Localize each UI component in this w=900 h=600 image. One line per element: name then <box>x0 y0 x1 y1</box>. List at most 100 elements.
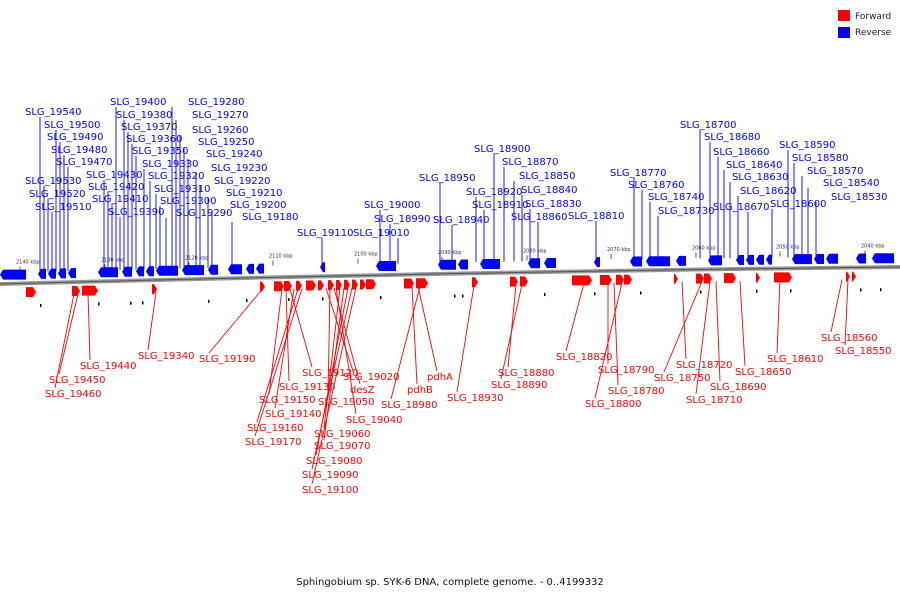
reverse-gene-slg-19260[interactable]: SLG_19260 <box>179 125 248 269</box>
reverse-gene-slg-18700[interactable]: SLG_18700 <box>680 120 736 259</box>
gene-leader-line <box>594 282 623 399</box>
forward-gene-arrow <box>616 274 624 285</box>
reverse-gene-slg-19330[interactable]: SLG_19330 <box>142 159 198 270</box>
reverse-gene-slg-19470[interactable]: SLG_19470 <box>56 157 112 272</box>
reverse-gene-slg-19480[interactable]: SLG_19480 <box>51 145 107 272</box>
forward-swatch <box>838 10 850 21</box>
reverse-gene-slg-18840[interactable]: SLG_18840 <box>521 185 577 262</box>
reverse-gene-slg-18810[interactable]: SLG_18810 <box>568 211 624 261</box>
forward-gene-slg-19450[interactable]: SLG_19450 <box>49 293 105 386</box>
gene-label: SLG_18640 <box>726 160 782 171</box>
reverse-gene-slg-18570[interactable]: SLG_18570 <box>801 166 863 258</box>
forward-gene-slg-18710[interactable]: SLG_18710 <box>686 281 742 406</box>
reverse-gene-slg-19010[interactable]: SLG_19010 <box>353 228 409 264</box>
reverse-gene-slg-19360[interactable]: SLG_19360 <box>126 134 182 270</box>
reverse-gene-slg-18770[interactable]: SLG_18770 <box>610 168 666 260</box>
reverse-gene-slg-18940[interactable]: SLG_18940 <box>433 215 489 263</box>
reverse-gene-slg-19530[interactable]: SLG_19530 <box>25 176 81 272</box>
forward-gene-slg-19160[interactable]: SLG_19160 <box>247 288 303 434</box>
forward-gene-slg-18560[interactable]: SLG_18560 <box>821 279 877 344</box>
forward-gene-slg-19340[interactable]: SLG_19340 <box>138 291 194 362</box>
reverse-gene-slg-18850[interactable]: SLG_18850 <box>513 171 575 262</box>
reverse-gene-slg-19490[interactable]: SLG_19490 <box>47 132 103 272</box>
position-marker <box>454 294 456 298</box>
forward-gene-slg-18690[interactable]: SLG_18690 <box>710 281 766 393</box>
reverse-gene-slg-19280[interactable]: SLG_19280 <box>171 97 244 269</box>
forward-gene-slg-18930[interactable]: SLG_18930 <box>447 285 503 404</box>
forward-gene-slg-18610[interactable]: SLG_18610 <box>767 280 823 365</box>
reverse-gene-slg-19180[interactable]: SLG_19180 <box>231 212 298 268</box>
forward-gene-slg-19060[interactable]: SLG_19060 <box>314 287 370 440</box>
reverse-gene-slg-18870[interactable]: SLG_18870 <box>502 157 558 262</box>
forward-gene-slg-19050[interactable]: SLG_19050 <box>318 288 374 408</box>
forward-gene-slg-18780[interactable]: SLG_18780 <box>608 282 664 397</box>
reverse-gene-slg-19250[interactable]: SLG_19250 <box>183 137 254 269</box>
reverse-gene-slg-19410[interactable]: SLG_19410 <box>92 194 148 271</box>
reverse-gene-arrow <box>458 259 468 270</box>
reverse-gene-slg-18580[interactable]: SLG_18580 <box>792 153 848 258</box>
forward-gene-slg-18820[interactable]: SLG_18820 <box>556 283 612 363</box>
reverse-gene-slg-18660[interactable]: SLG_18660 <box>713 147 769 259</box>
forward-gene-slg-18890[interactable]: SLG_18890 <box>491 284 547 391</box>
reverse-gene-slg-18990[interactable]: SLG_18990 <box>374 214 430 264</box>
reverse-gene-slg-19540[interactable]: SLG_19540 <box>25 107 81 272</box>
forward-gene-pdhb[interactable]: pdhB <box>407 286 433 396</box>
forward-gene-slg-19140[interactable]: SLG_19140 <box>265 288 321 420</box>
reverse-gene-slg-18600[interactable]: SLG_18600 <box>770 199 826 258</box>
reverse-gene-slg-18830[interactable]: SLG_18830 <box>525 199 581 262</box>
reverse-gene-slg-19370[interactable]: SLG_19370 <box>121 122 177 270</box>
gene-label: SLG_19180 <box>242 212 298 223</box>
forward-gene-slg-19170[interactable]: SLG_19170 <box>245 288 303 448</box>
forward-gene-slg-18980[interactable]: SLG_18980 <box>381 286 437 411</box>
reverse-gene-slg-18670[interactable]: SLG_18670 <box>713 202 769 258</box>
reverse-gene-slg-18640[interactable]: SLG_18640 <box>723 160 782 259</box>
reverse-gene-slg-19240[interactable]: SLG_19240 <box>187 149 262 269</box>
reverse-gene-slg-18630[interactable]: SLG_18630 <box>729 172 788 259</box>
reverse-gene-slg-18590[interactable]: SLG_18590 <box>779 140 835 258</box>
forward-gene-slg-18790[interactable]: SLG_18790 <box>598 282 654 376</box>
reverse-gene-slg-19430[interactable]: SLG_19430 <box>86 170 142 271</box>
reverse-gene-slg-18530[interactable]: SLG_18530 <box>815 192 887 257</box>
forward-gene-slg-19020[interactable]: SLG_19020 <box>325 288 399 383</box>
reverse-gene-slg-19510[interactable]: SLG_19510 <box>35 202 91 272</box>
reverse-gene-slg-19520[interactable]: SLG_19520 <box>29 189 85 272</box>
reverse-gene-slg-19400[interactable]: SLG_19400 <box>110 97 166 271</box>
reverse-gene-slg-19290[interactable]: SLG_19290 <box>165 208 232 269</box>
reverse-gene-slg-18540[interactable]: SLG_18540 <box>807 178 879 258</box>
forward-gene-pdha[interactable]: pdhA <box>417 286 453 383</box>
tick-label-2140-kbp: 2140 kbp <box>16 260 40 266</box>
reverse-gene-slg-18620[interactable]: SLG_18620 <box>737 186 796 259</box>
gene-label: SLG_19360 <box>126 134 182 145</box>
forward-gene-slg-19100[interactable]: SLG_19100 <box>302 287 358 496</box>
reverse-gene-slg-19310[interactable]: SLG_19310 <box>154 184 210 270</box>
reverse-gene-slg-19230[interactable]: SLG_19230 <box>195 163 267 269</box>
reverse-gene-slg-19000[interactable]: SLG_19000 <box>364 200 420 265</box>
forward-gene-slg-18750[interactable]: SLG_18750 <box>654 281 710 384</box>
reverse-gene-slg-18760[interactable]: SLG_18760 <box>628 180 684 260</box>
forward-gene-slg-18550[interactable]: SLG_18550 <box>835 279 891 357</box>
reverse-gene-slg-18910[interactable]: SLG_18910 <box>472 200 528 263</box>
reverse-gene-slg-18900[interactable]: SLG_18900 <box>474 144 530 262</box>
forward-gene-slg-18720[interactable]: SLG_18720 <box>676 281 732 371</box>
reverse-gene-slg-18860[interactable]: SLG_18860 <box>511 212 567 262</box>
reverse-gene-slg-19380[interactable]: SLG_19380 <box>116 110 172 270</box>
reverse-gene-slg-19350[interactable]: SLG_19350 <box>132 146 188 270</box>
reverse-gene-slg-19500[interactable]: SLG_19500 <box>44 120 100 272</box>
forward-gene-slg-18800[interactable]: SLG_18800 <box>585 282 641 410</box>
forward-gene-slg-19190[interactable]: SLG_19190 <box>199 289 263 365</box>
reverse-gene-slg-19200[interactable]: SLG_19200 <box>211 200 286 268</box>
forward-gene-slg-19460[interactable]: SLG_19460 <box>45 293 101 400</box>
reverse-gene-slg-19110[interactable]: SLG_19110 <box>297 228 353 266</box>
forward-gene-slg-18880[interactable]: SLG_18880 <box>498 284 554 379</box>
reverse-gene-slg-18730[interactable]: SLG_18730 <box>657 206 714 260</box>
forward-gene-slg-19090[interactable]: SLG_19090 <box>302 287 358 481</box>
reverse-gene-slg-19270[interactable]: SLG_19270 <box>175 110 248 269</box>
forward-gene-slg-19040[interactable]: SLG_19040 <box>335 287 402 426</box>
reverse-gene-slg-18680[interactable]: SLG_18680 <box>704 132 760 259</box>
forward-gene-slg-19440[interactable]: SLG_19440 <box>80 293 136 372</box>
reverse-gene-slg-19210[interactable]: SLG_19210 <box>207 188 282 268</box>
reverse-gene-slg-19220[interactable]: SLG_19220 <box>199 176 270 269</box>
reverse-gene-slg-18740[interactable]: SLG_18740 <box>648 192 704 260</box>
reverse-gene-slg-18950[interactable]: SLG_18950 <box>419 173 475 263</box>
forward-gene-slg-18650[interactable]: SLG_18650 <box>735 280 791 378</box>
